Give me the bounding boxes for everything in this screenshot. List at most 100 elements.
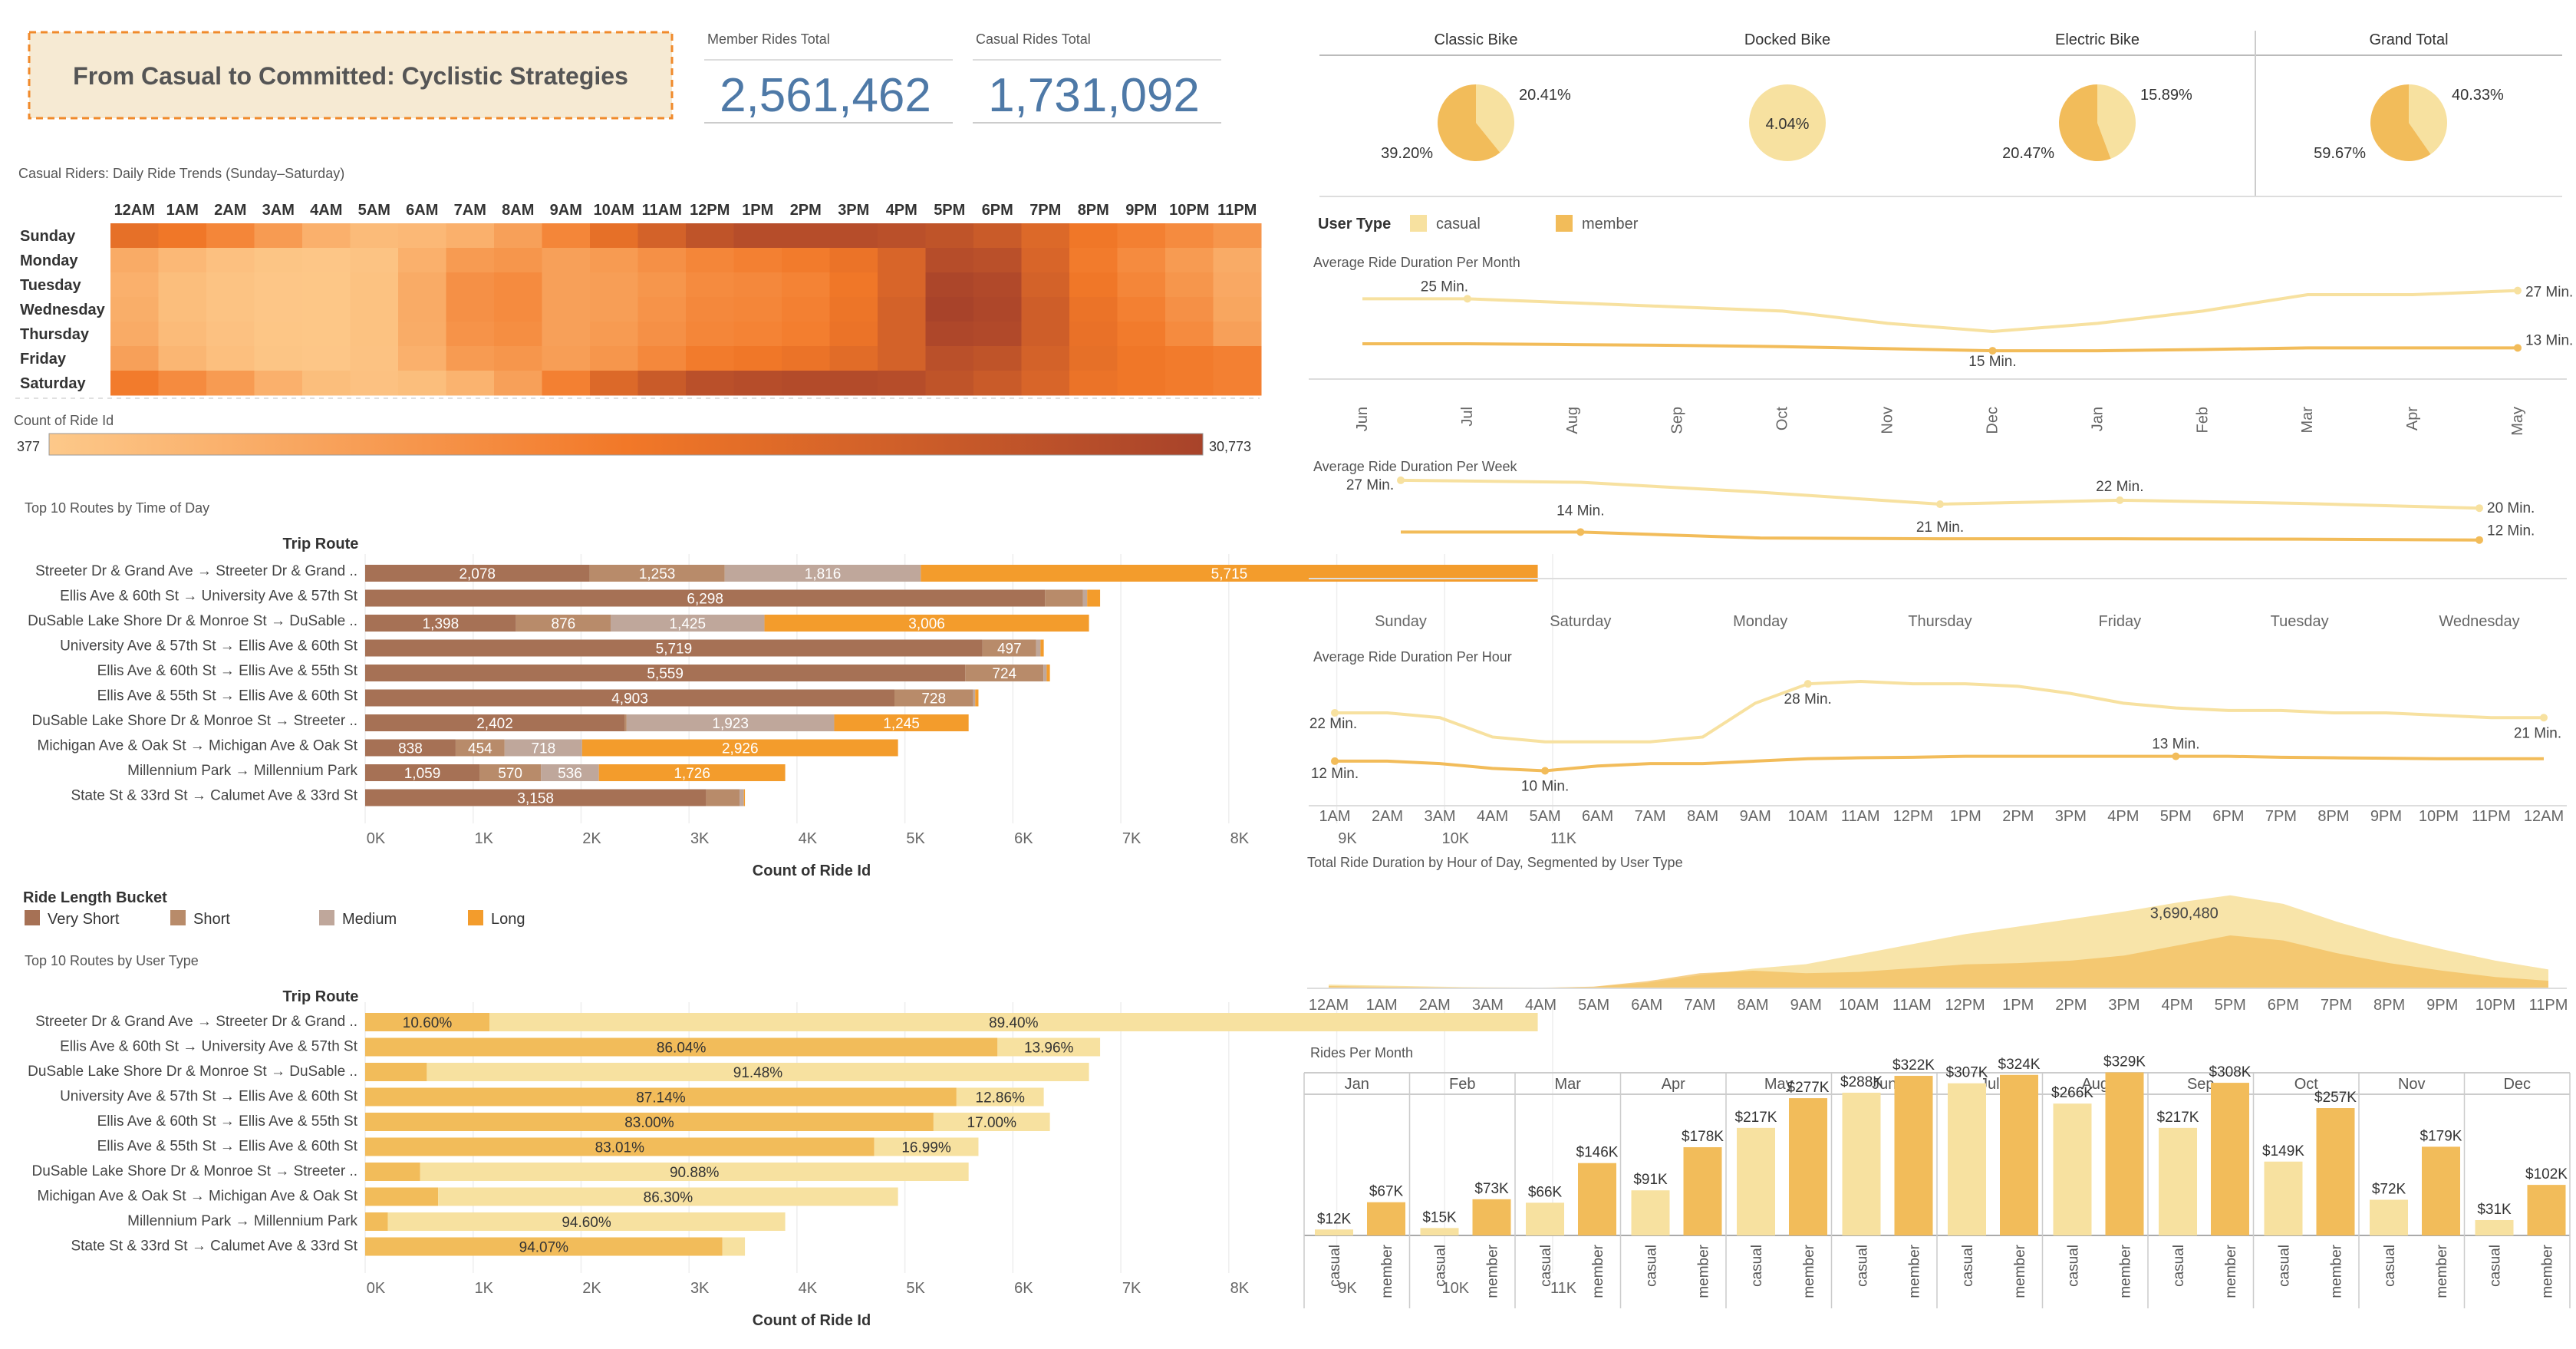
heatmap-cell: [1213, 371, 1262, 396]
heatmap-cell: [733, 346, 782, 371]
hour-x-label: 1AM: [1319, 808, 1350, 825]
heatmap-cell: [302, 248, 351, 273]
route-member-pct: 87.14%: [636, 1090, 686, 1107]
rides-month-bar-member: [1367, 1202, 1405, 1235]
legend-swatch: [468, 910, 483, 925]
heatmap-hour-label: 12AM: [114, 202, 155, 219]
area-x-label: 2AM: [1419, 997, 1451, 1014]
route-segment-bar: [365, 739, 456, 757]
week-point: [2476, 536, 2483, 544]
heatmap-cell: [973, 346, 1022, 371]
rides-month-value: $322K: [1892, 1057, 1935, 1074]
heatmap-cell: [206, 248, 255, 273]
heatmap-cell: [1213, 223, 1262, 249]
rides-month-usertype: casual: [1749, 1245, 1765, 1287]
pie-group-title: Classic Bike: [1435, 31, 1518, 48]
area-peak-label: 3,690,480: [2150, 905, 2219, 922]
heatmap-cell: [446, 248, 495, 273]
heatmap-hour-label: 8PM: [1078, 202, 1109, 219]
rides-month-value: $67K: [1369, 1184, 1404, 1200]
heatmap-cell: [446, 322, 495, 347]
hour-x-label: 3PM: [2055, 808, 2087, 825]
heatmap-cell: [1069, 223, 1118, 249]
route-segment-label: 1,726: [674, 766, 710, 782]
route-segment-label: 1,425: [670, 616, 707, 632]
heatmap-hour-label: 3AM: [262, 202, 295, 219]
month-x-label: Jan: [2089, 407, 2106, 431]
heatmap-cell: [733, 272, 782, 298]
area-x-label: 2PM: [2055, 997, 2087, 1014]
week-annotation: 20 Min.: [2487, 500, 2535, 516]
heatmap-cell: [973, 371, 1022, 396]
route-casual-bar: [420, 1163, 969, 1181]
heatmap-cell: [302, 223, 351, 249]
hour-line-member: [1335, 754, 2544, 773]
hour-point: [1331, 708, 1339, 717]
rides-month-value: $324K: [1998, 1057, 2041, 1073]
rides-month-value: $217K: [2157, 1110, 2199, 1126]
hour-x-label: 10AM: [1788, 808, 1828, 825]
routes-user-xlabel: Count of Ride Id: [753, 1312, 871, 1329]
heatmap-hour-label: 7PM: [1029, 202, 1061, 219]
hour-point: [2540, 714, 2548, 722]
area-x-label: 1AM: [1366, 997, 1398, 1014]
hour-x-label: 3AM: [1424, 808, 1455, 825]
routes-time-row-header: Trip Route: [283, 536, 359, 552]
heatmap-hour-label: 5AM: [358, 202, 390, 219]
rides-month-value: $257K: [2314, 1090, 2357, 1106]
month-line-member: [1362, 342, 2518, 353]
pie-slice-member: [2370, 84, 2431, 161]
heatmap-day-label: Sunday: [20, 228, 76, 245]
route-label: Michigan Ave & Oak St → Michigan Ave & O…: [38, 738, 358, 754]
week-x-label: Wednesday: [2439, 613, 2519, 630]
ride-length-legend-item: Very Short: [48, 911, 120, 928]
hour-x-label: 10PM: [2419, 808, 2459, 825]
rides-month-value: $91K: [1633, 1172, 1668, 1188]
heatmap-hour-label: 6PM: [982, 202, 1013, 219]
heatmap-cell: [1021, 272, 1070, 298]
routes-user-tick: 1K: [474, 1280, 493, 1297]
rides-month-bar-member: [2105, 1072, 2144, 1235]
ride-length-legend-title: Ride Length Bucket: [23, 889, 167, 906]
heatmap-cell: [590, 297, 638, 322]
week-x-label: Friday: [2099, 613, 2142, 630]
rides-month-label: Dec: [2503, 1076, 2531, 1093]
route-casual-pct: 94.60%: [562, 1215, 611, 1231]
heatmap-cell: [1213, 346, 1262, 371]
rides-month-value: $217K: [1735, 1110, 1777, 1126]
routes-time-title: Top 10 Routes by Time of Day: [25, 500, 209, 516]
rides-month-title: Rides Per Month: [1310, 1045, 1413, 1060]
hour-x-label: 9PM: [2370, 808, 2402, 825]
route-segment-label: 1,923: [712, 716, 749, 732]
rides-month-value: $146K: [1576, 1145, 1619, 1161]
area-x-label: 1PM: [2002, 997, 2034, 1014]
route-segment-label: 5,559: [647, 666, 684, 682]
heatmap-cell: [878, 248, 926, 273]
heatmap-cell: [973, 297, 1022, 322]
route-segment-bar: [1043, 665, 1047, 681]
heatmap-cell: [686, 346, 734, 371]
heatmap-cell: [158, 223, 207, 249]
route-segment-bar: [1082, 589, 1088, 607]
route-segment-label: 728: [921, 691, 946, 707]
hour-x-label: 4PM: [2107, 808, 2139, 825]
heatmap-cell: [110, 371, 159, 396]
heatmap-cell: [782, 272, 830, 298]
pie-slice-casual: [2409, 84, 2447, 155]
month-x-label: Oct: [1774, 407, 1791, 431]
month-line-casual: [1362, 289, 2518, 334]
route-casual-bar: [933, 1113, 1050, 1131]
route-segment-bar: [504, 739, 582, 757]
rides-month-value: $72K: [2372, 1182, 2406, 1198]
week-x-label: Thursday: [1908, 613, 1972, 630]
route-segment-bar: [479, 764, 542, 781]
heatmap-cell: [590, 223, 638, 249]
rides-month-value: $179K: [2420, 1128, 2462, 1144]
area-x-label: 9AM: [1790, 997, 1822, 1014]
rides-month-usertype: casual: [2382, 1245, 2398, 1287]
route-user-label: Streeter Dr & Grand Ave → Streeter Dr & …: [35, 1014, 357, 1030]
routes-time-tick: 7K: [1122, 830, 1141, 847]
heatmap-cell: [1069, 248, 1118, 273]
hour-x-label: 4AM: [1477, 808, 1508, 825]
month-x-label: Aug: [1564, 407, 1581, 434]
